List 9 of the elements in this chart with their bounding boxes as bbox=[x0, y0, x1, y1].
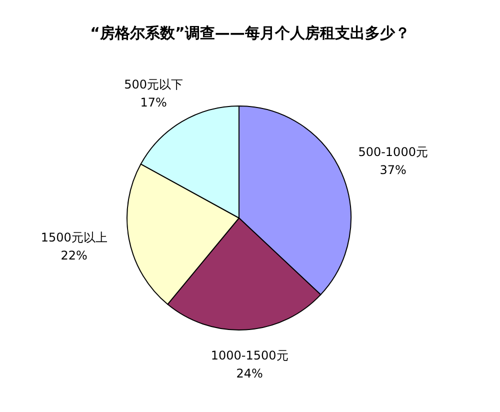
slice-label: 1500元以上 bbox=[40, 230, 108, 244]
data-label: 24% bbox=[236, 366, 263, 381]
data-label: 37% bbox=[380, 163, 406, 178]
slice-label: 500-1000元 bbox=[358, 145, 428, 160]
data-label: 17% bbox=[140, 95, 167, 110]
slice-label: 500元以下 bbox=[124, 77, 183, 92]
slice-label: 1000-1500元 bbox=[210, 348, 288, 363]
chart-title: “房格尔系数”调查——每月个人房租支出多少？ bbox=[90, 24, 410, 42]
data-label: 22% bbox=[60, 248, 88, 262]
